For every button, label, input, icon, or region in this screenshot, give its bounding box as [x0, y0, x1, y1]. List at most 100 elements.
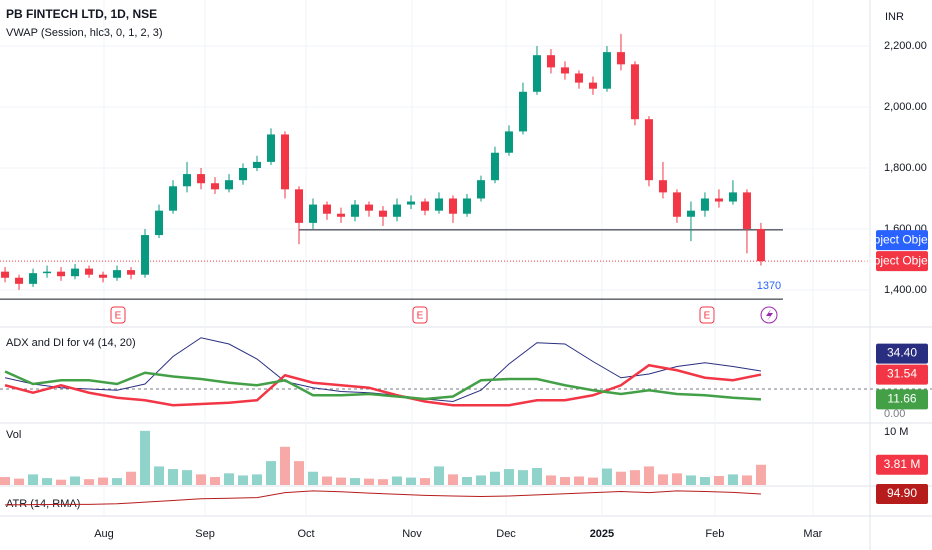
svg-text:E: E	[115, 311, 122, 322]
candle-body	[560, 67, 569, 74]
candle-body	[420, 201, 429, 211]
volume-bar	[671, 473, 682, 485]
candle-body	[1, 271, 10, 278]
volume-bar	[517, 470, 528, 485]
volume-bar	[391, 476, 402, 485]
candle-body	[211, 183, 220, 190]
candle-body	[742, 192, 751, 229]
y-tick-label: 0.00	[884, 408, 905, 420]
volume-bar	[56, 479, 67, 485]
candle-body	[406, 201, 415, 205]
candle-body	[588, 82, 597, 89]
candle-body	[700, 198, 709, 211]
earnings-icon[interactable]: E	[412, 306, 428, 324]
earnings-icon[interactable]: E	[110, 306, 126, 324]
volume-bar	[349, 478, 360, 485]
candle-body	[616, 52, 625, 65]
y-tick-label: 10 M	[884, 426, 908, 438]
volume-bar	[629, 470, 640, 485]
x-tick-label: Dec	[496, 528, 516, 540]
volume-bar	[699, 477, 710, 485]
candle-body	[141, 235, 150, 275]
volume-bar	[168, 469, 179, 485]
price-label: 31.54	[887, 367, 917, 381]
volume-bar	[154, 466, 165, 485]
candle-body	[504, 131, 513, 153]
candle-body	[728, 192, 737, 202]
candle-body	[43, 271, 52, 274]
volume-bar	[266, 461, 277, 485]
volume-bar	[503, 469, 514, 485]
indicator-title: ADX and DI for v4 (14, 20)	[6, 337, 136, 349]
svg-text:E: E	[417, 311, 424, 322]
price-label-box	[876, 343, 928, 364]
candle-body	[267, 134, 276, 162]
volume-bar	[643, 466, 654, 485]
volume-bar	[98, 477, 109, 485]
price-label: 3.81 M	[884, 457, 921, 471]
candle-body	[448, 198, 457, 214]
x-tick-label: Oct	[297, 528, 314, 540]
volume-bar	[14, 478, 25, 485]
candle-body	[574, 73, 583, 83]
candle-body	[239, 167, 248, 181]
candle-body	[462, 198, 471, 214]
volume-bar	[755, 464, 766, 485]
volume-bar	[713, 475, 724, 485]
indicator-line	[5, 490, 761, 506]
candle-body	[364, 204, 373, 211]
volume-bar	[252, 474, 263, 485]
price-label-box	[876, 454, 928, 475]
volume-bar	[294, 461, 305, 485]
volume-bar	[685, 475, 696, 485]
symbol-title[interactable]: PB FINTECH LTD, 1D, NSE	[6, 7, 157, 21]
volume-bar	[573, 476, 584, 485]
candle-body	[127, 270, 136, 275]
volume-bar	[531, 468, 542, 485]
volume-bar	[363, 478, 374, 485]
volume-bar	[461, 477, 472, 485]
price-label: [object Object]	[864, 232, 932, 246]
candle-body	[99, 274, 108, 278]
price-label-box	[876, 364, 928, 385]
volume-bar	[224, 473, 235, 485]
earnings-icon[interactable]: E	[699, 306, 715, 324]
candle-body	[644, 119, 653, 181]
x-tick-label: Nov	[402, 528, 422, 540]
candle-body	[490, 152, 499, 181]
volume-bar	[140, 430, 151, 485]
volume-bar	[587, 477, 598, 485]
currency[interactable]: INR	[885, 11, 904, 23]
candle-body	[29, 273, 38, 284]
volume-bar	[489, 471, 500, 485]
indicator-title: ATR (14, RMA)	[6, 498, 80, 510]
price-label-box	[876, 251, 928, 272]
svg-text:E: E	[704, 311, 711, 322]
price-label: 11.66	[887, 392, 916, 406]
candle-body	[518, 91, 527, 132]
volume-bar	[112, 478, 123, 485]
volume-bar	[238, 475, 249, 485]
dividend-icon[interactable]	[760, 306, 778, 324]
y-tick-label: 1,800.00	[884, 162, 927, 174]
candle-body	[169, 186, 178, 211]
price-label-box	[876, 389, 928, 410]
candle-body	[756, 228, 765, 262]
indicator-line	[4, 370, 762, 401]
indicator-title[interactable]: VWAP (Session, hlc3, 0, 1, 2, 3)	[6, 27, 163, 39]
volume-bar	[336, 477, 347, 485]
candle-body	[155, 210, 164, 236]
candle-body	[281, 134, 290, 190]
y-tick-label: 2,200.00	[884, 40, 927, 52]
y-tick-label: 1,400.00	[884, 284, 927, 296]
volume-bar	[196, 474, 207, 485]
price-label: 94.90	[887, 486, 917, 500]
volume-bar	[405, 477, 416, 485]
volume-bar	[210, 477, 221, 485]
candle-body	[57, 271, 66, 277]
volume-bar	[615, 471, 626, 485]
volume-bar	[126, 471, 137, 485]
line-label: 1370	[757, 280, 781, 292]
